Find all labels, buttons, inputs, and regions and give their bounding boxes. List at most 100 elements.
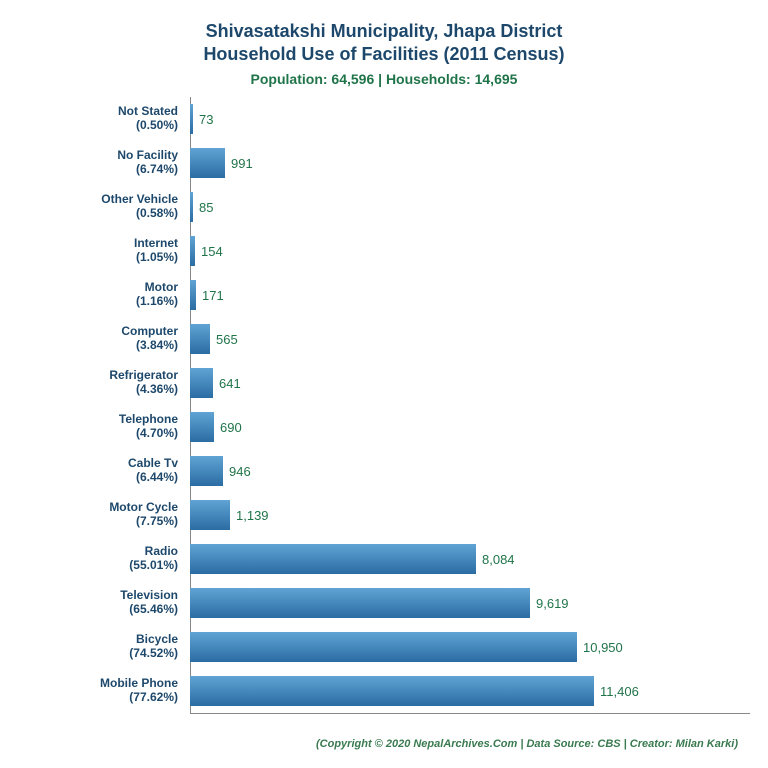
bar-track: 641	[190, 361, 738, 405]
bar-category-name: Internet	[30, 237, 178, 251]
bar-track: 85	[190, 185, 738, 229]
bar-category-label: Cable Tv(6.44%)	[30, 457, 190, 485]
chart-title-line1: Shivasatakshi Municipality, Jhapa Distri…	[30, 20, 738, 43]
bar-value-label: 154	[201, 244, 223, 259]
bar	[190, 456, 223, 486]
bar-track: 991	[190, 141, 738, 185]
bar-value-label: 690	[220, 420, 242, 435]
bar-category-name: Motor Cycle	[30, 501, 178, 515]
bar-category-label: Telephone(4.70%)	[30, 413, 190, 441]
bar-track: 11,406	[190, 669, 738, 713]
bar	[190, 368, 213, 398]
bar-category-name: Other Vehicle	[30, 193, 178, 207]
bar-row: Television(65.46%) 9,619	[30, 581, 738, 625]
bar-category-label: Motor(1.16%)	[30, 281, 190, 309]
bar	[190, 324, 210, 354]
bar-category-percent: (6.74%)	[30, 163, 178, 177]
bar-category-percent: (74.52%)	[30, 647, 178, 661]
bar-category-percent: (3.84%)	[30, 339, 178, 353]
bar-row: Internet(1.05%) 154	[30, 229, 738, 273]
bar-value-label: 11,406	[600, 684, 639, 699]
bar	[190, 192, 193, 222]
bar-category-label: Television(65.46%)	[30, 589, 190, 617]
bar-category-percent: (55.01%)	[30, 559, 178, 573]
bar	[190, 500, 230, 530]
bar-row: Cable Tv(6.44%) 946	[30, 449, 738, 493]
bar-track: 171	[190, 273, 738, 317]
bar-track: 690	[190, 405, 738, 449]
bar-row: Motor(1.16%) 171	[30, 273, 738, 317]
bar	[190, 148, 225, 178]
bar	[190, 632, 577, 662]
bar	[190, 412, 214, 442]
bar-track: 8,084	[190, 537, 738, 581]
bar-category-label: Other Vehicle(0.58%)	[30, 193, 190, 221]
bar-value-label: 991	[231, 156, 253, 171]
bar-category-percent: (6.44%)	[30, 471, 178, 485]
bar-value-label: 641	[219, 376, 241, 391]
bar-category-label: Mobile Phone(77.62%)	[30, 677, 190, 705]
bar-category-percent: (7.75%)	[30, 515, 178, 529]
bar-category-percent: (0.50%)	[30, 119, 178, 133]
bar-category-label: Internet(1.05%)	[30, 237, 190, 265]
bar-category-name: Computer	[30, 325, 178, 339]
bar-category-name: Not Stated	[30, 105, 178, 119]
bar-value-label: 9,619	[536, 596, 569, 611]
bar-category-label: Bicycle(74.52%)	[30, 633, 190, 661]
bar-value-label: 85	[199, 200, 213, 215]
bar-category-percent: (0.58%)	[30, 207, 178, 221]
bar-track: 1,139	[190, 493, 738, 537]
chart-container: Shivasatakshi Municipality, Jhapa Distri…	[0, 0, 768, 768]
bar-value-label: 8,084	[482, 552, 515, 567]
bar-value-label: 1,139	[236, 508, 269, 523]
bar-value-label: 946	[229, 464, 251, 479]
bar-category-label: Radio(55.01%)	[30, 545, 190, 573]
bar-category-percent: (77.62%)	[30, 691, 178, 705]
title-area: Shivasatakshi Municipality, Jhapa Distri…	[30, 20, 738, 87]
bar-category-name: Mobile Phone	[30, 677, 178, 691]
bar-row: Telephone(4.70%) 690	[30, 405, 738, 449]
bar-category-label: Computer(3.84%)	[30, 325, 190, 353]
bar	[190, 280, 196, 310]
bar-value-label: 171	[202, 288, 224, 303]
bar-row: Radio(55.01%) 8,084	[30, 537, 738, 581]
chart-subtitle: Population: 64,596 | Households: 14,695	[30, 71, 738, 87]
bar-row: Not Stated(0.50%) 73	[30, 97, 738, 141]
chart-title-line2: Household Use of Facilities (2011 Census…	[30, 43, 738, 66]
bar-category-percent: (1.16%)	[30, 295, 178, 309]
bar-track: 946	[190, 449, 738, 493]
bar-category-label: Motor Cycle(7.75%)	[30, 501, 190, 529]
bar-category-label: No Facility(6.74%)	[30, 149, 190, 177]
bar-category-percent: (4.36%)	[30, 383, 178, 397]
bar	[190, 236, 195, 266]
bars-area: Not Stated(0.50%) 73 No Facility(6.74%) 991…	[30, 97, 738, 713]
bar-category-name: Telephone	[30, 413, 178, 427]
bar-category-percent: (65.46%)	[30, 603, 178, 617]
bar-row: No Facility(6.74%) 991	[30, 141, 738, 185]
bar-category-name: Refrigerator	[30, 369, 178, 383]
bar-category-percent: (1.05%)	[30, 251, 178, 265]
bar-value-label: 73	[199, 112, 213, 127]
bar-row: Mobile Phone(77.62%) 11,406	[30, 669, 738, 713]
bar-category-name: Radio	[30, 545, 178, 559]
bar-category-name: Motor	[30, 281, 178, 295]
bar-track: 10,950	[190, 625, 738, 669]
x-axis-line	[190, 713, 750, 714]
bar-category-name: No Facility	[30, 149, 178, 163]
bar-track: 154	[190, 229, 738, 273]
bar	[190, 676, 594, 706]
bar	[190, 588, 530, 618]
bar-row: Other Vehicle(0.58%) 85	[30, 185, 738, 229]
bar-category-label: Not Stated(0.50%)	[30, 105, 190, 133]
bar	[190, 104, 193, 134]
bar-category-percent: (4.70%)	[30, 427, 178, 441]
bar-row: Bicycle(74.52%) 10,950	[30, 625, 738, 669]
bar-track: 73	[190, 97, 738, 141]
bar	[190, 544, 476, 574]
bar-value-label: 565	[216, 332, 238, 347]
bar-track: 565	[190, 317, 738, 361]
bar-category-name: Bicycle	[30, 633, 178, 647]
bar-row: Motor Cycle(7.75%) 1,139	[30, 493, 738, 537]
bar-category-name: Cable Tv	[30, 457, 178, 471]
bar-value-label: 10,950	[583, 640, 623, 655]
